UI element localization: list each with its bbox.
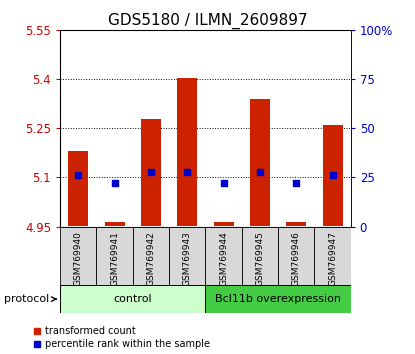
Bar — [242, 227, 278, 285]
Bar — [60, 227, 96, 285]
Legend: transformed count, percentile rank within the sample: transformed count, percentile rank withi… — [34, 326, 210, 349]
Text: GSM769942: GSM769942 — [146, 231, 156, 286]
Point — [293, 181, 300, 186]
Bar — [322, 125, 342, 226]
Text: GDS5180 / ILMN_2609897: GDS5180 / ILMN_2609897 — [107, 12, 308, 29]
Bar — [205, 227, 242, 285]
Bar — [169, 227, 205, 285]
Point — [111, 181, 118, 186]
Text: Bcl11b overexpression: Bcl11b overexpression — [215, 294, 341, 304]
Text: control: control — [113, 294, 152, 304]
Bar — [286, 222, 306, 226]
Point — [220, 181, 227, 186]
Text: GSM769941: GSM769941 — [110, 231, 119, 286]
Bar — [60, 285, 205, 313]
Text: GSM769944: GSM769944 — [219, 231, 228, 286]
Text: GSM769943: GSM769943 — [183, 231, 192, 286]
Bar — [133, 227, 169, 285]
Bar — [177, 78, 197, 226]
Bar — [105, 222, 124, 226]
Bar — [205, 285, 351, 313]
Text: GSM769946: GSM769946 — [292, 231, 301, 286]
Bar — [250, 99, 270, 226]
Point — [75, 173, 82, 178]
Point — [148, 169, 154, 175]
Text: GSM769940: GSM769940 — [74, 231, 83, 286]
Text: GSM769947: GSM769947 — [328, 231, 337, 286]
Point — [256, 169, 263, 175]
Bar — [278, 227, 315, 285]
Point — [329, 173, 336, 178]
Text: GSM769945: GSM769945 — [255, 231, 264, 286]
Point — [184, 169, 190, 175]
Bar — [68, 151, 88, 226]
Bar — [96, 227, 133, 285]
Text: protocol: protocol — [4, 294, 49, 304]
Bar — [141, 119, 161, 226]
Bar — [214, 222, 234, 226]
Bar — [315, 227, 351, 285]
